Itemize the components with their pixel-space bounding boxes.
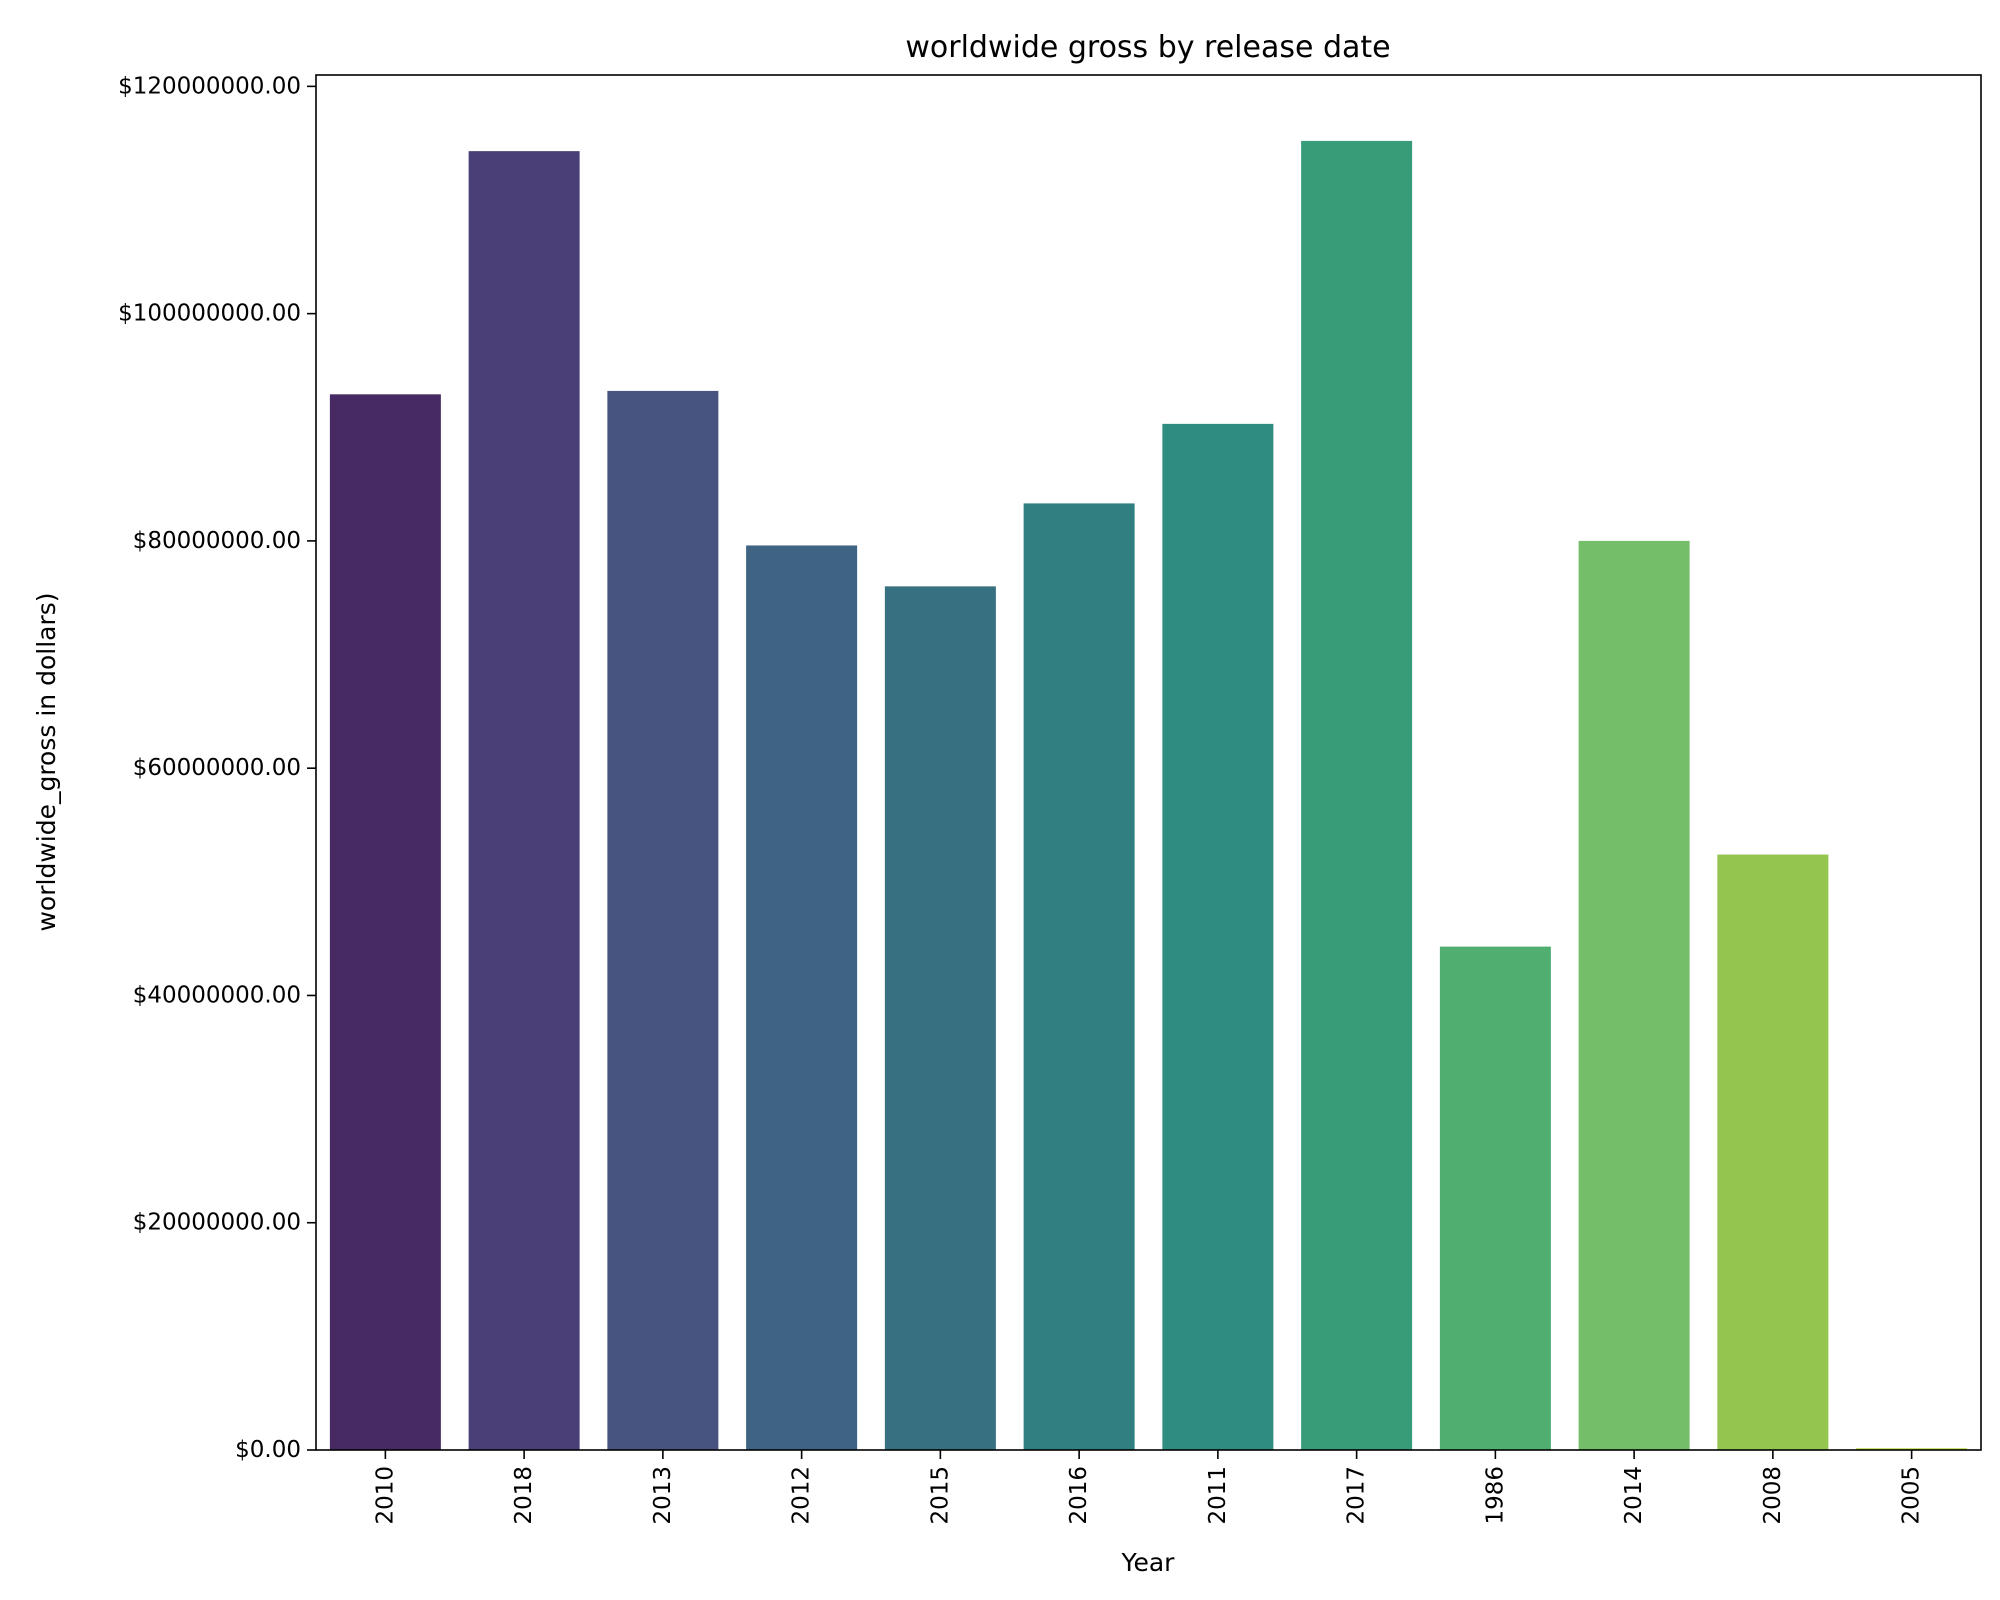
y-axis-ticks: $0.00 $20000000.00 $40000000.00 $60000000.0… xyxy=(118,73,316,1463)
x-tick-label: 2008 xyxy=(1760,1466,1786,1525)
y-tick-label: $20000000.00 xyxy=(133,1210,301,1236)
y-tick-label: $100000000.00 xyxy=(118,301,301,327)
x-tick-label: 2016 xyxy=(1066,1466,1092,1525)
bar-2015 xyxy=(884,586,996,1450)
bar-2013 xyxy=(607,390,719,1451)
x-tick-label: 2013 xyxy=(650,1466,676,1525)
y-tick-label: $80000000.00 xyxy=(133,528,301,554)
plot-frame xyxy=(315,74,1982,1451)
bar-2018 xyxy=(468,151,580,1451)
bar-2017 xyxy=(1301,140,1413,1451)
y-tick-label: $120000000.00 xyxy=(118,73,301,99)
x-tick-label: 2010 xyxy=(372,1466,398,1525)
bar-2008 xyxy=(1717,854,1829,1450)
x-tick-label: 2014 xyxy=(1621,1466,1647,1525)
x-tick-label: 2015 xyxy=(927,1466,953,1525)
x-axis-ticks: 2010 2018 2013 2012 2015 2016 2011 2017 1986 2014… xyxy=(372,1450,1925,1525)
y-tick-label: $40000000.00 xyxy=(133,982,301,1008)
bars-group xyxy=(329,140,1968,1451)
y-tick-label: $0.00 xyxy=(235,1437,301,1463)
x-tick-label: 2012 xyxy=(789,1466,815,1525)
x-tick-label: 1986 xyxy=(1482,1466,1508,1525)
y-axis-label: worldwide_gross in dollars) xyxy=(32,592,61,931)
bar-2010 xyxy=(329,394,441,1451)
y-tick-label: $60000000.00 xyxy=(133,755,301,781)
x-tick-label: 2005 xyxy=(1899,1466,1925,1525)
x-tick-label: 2018 xyxy=(511,1466,537,1525)
x-tick-label: 2011 xyxy=(1205,1466,1231,1525)
bar-1986 xyxy=(1439,946,1551,1450)
bar-2011 xyxy=(1162,423,1274,1450)
bar-2014 xyxy=(1578,540,1690,1450)
bar-2012 xyxy=(746,545,858,1450)
chart-title: worldwide gross by release date xyxy=(905,30,1390,65)
x-tick-label: 2017 xyxy=(1344,1466,1370,1525)
x-axis-label: Year xyxy=(1121,1548,1176,1577)
bar-2016 xyxy=(1023,503,1135,1451)
bar-2005 xyxy=(1856,1448,1968,1450)
